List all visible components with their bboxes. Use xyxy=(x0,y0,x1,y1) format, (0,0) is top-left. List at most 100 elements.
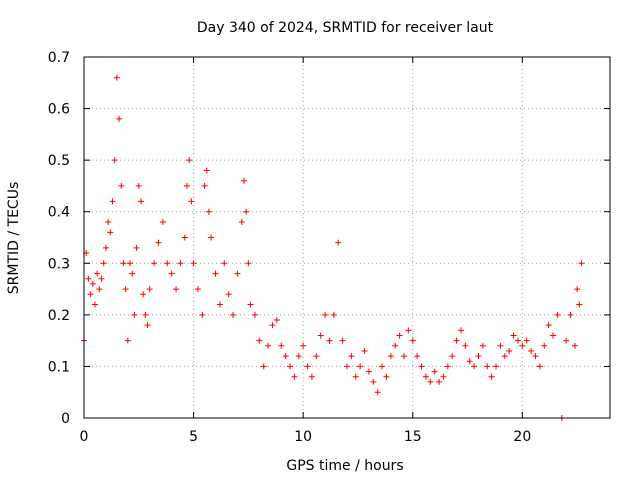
data-point xyxy=(335,239,342,246)
y-axis-label: SRMTID / TECUs xyxy=(6,182,22,295)
data-point xyxy=(541,342,548,349)
data-point xyxy=(550,332,557,339)
data-point xyxy=(554,311,561,318)
data-point xyxy=(177,260,184,267)
grid xyxy=(84,57,610,418)
data-point xyxy=(519,342,526,349)
data-point xyxy=(190,260,197,267)
data-point xyxy=(87,291,94,298)
data-point xyxy=(313,353,320,360)
data-points xyxy=(81,74,585,421)
data-point xyxy=(396,332,403,339)
x-tick-label: 20 xyxy=(513,429,531,445)
data-point xyxy=(488,373,495,380)
data-point xyxy=(392,342,399,349)
data-point xyxy=(348,353,355,360)
data-point xyxy=(240,177,247,184)
data-point xyxy=(245,260,252,267)
data-point xyxy=(536,363,543,370)
data-point xyxy=(497,342,504,349)
data-point xyxy=(563,337,570,344)
data-point xyxy=(462,342,469,349)
y-tick-label: 0.1 xyxy=(48,359,70,375)
data-point xyxy=(184,182,191,189)
data-point xyxy=(352,373,359,380)
data-point xyxy=(506,347,513,354)
data-point xyxy=(116,115,123,122)
data-point xyxy=(118,182,125,189)
data-point xyxy=(173,286,180,293)
data-point xyxy=(308,373,315,380)
y-tick-label: 0 xyxy=(61,411,70,427)
data-point xyxy=(122,286,129,293)
data-point xyxy=(140,291,147,298)
x-axis-ticks: 0 5 10 15 20 xyxy=(80,57,531,445)
data-point xyxy=(422,373,429,380)
data-point xyxy=(475,353,482,360)
data-point xyxy=(201,182,208,189)
data-point xyxy=(414,353,421,360)
data-point xyxy=(287,363,294,370)
data-point xyxy=(344,363,350,370)
data-point xyxy=(243,208,250,215)
data-point xyxy=(155,239,162,246)
data-point xyxy=(523,337,530,344)
data-point xyxy=(124,337,131,344)
data-point xyxy=(574,286,581,293)
x-tick-label: 10 xyxy=(294,429,312,445)
data-point xyxy=(105,219,112,226)
data-point xyxy=(194,286,201,293)
data-point xyxy=(100,260,107,267)
data-point xyxy=(493,363,500,370)
y-tick-label: 0.3 xyxy=(48,256,70,272)
y-tick-label: 0.7 xyxy=(48,50,70,66)
data-point xyxy=(212,270,219,277)
data-point xyxy=(501,353,508,360)
data-point xyxy=(374,389,381,396)
data-point xyxy=(479,342,486,349)
data-point xyxy=(576,301,583,308)
data-point xyxy=(514,337,521,344)
data-point xyxy=(205,208,212,215)
x-tick-label: 15 xyxy=(404,429,422,445)
data-point xyxy=(357,363,364,370)
data-point xyxy=(85,275,92,282)
data-point xyxy=(142,311,149,318)
data-point xyxy=(256,337,263,344)
data-point xyxy=(418,363,425,370)
data-point xyxy=(436,378,443,385)
data-point xyxy=(383,373,390,380)
data-point xyxy=(208,234,215,241)
data-point xyxy=(265,342,272,349)
data-point xyxy=(449,353,456,360)
data-point xyxy=(567,311,574,318)
data-point xyxy=(278,342,285,349)
data-point xyxy=(230,311,237,318)
data-point xyxy=(144,322,151,329)
data-point xyxy=(365,368,372,375)
data-point xyxy=(234,270,241,277)
data-point xyxy=(203,167,210,174)
data-point xyxy=(330,311,337,318)
data-point xyxy=(282,353,289,360)
data-point xyxy=(120,260,127,267)
data-point xyxy=(94,270,101,277)
data-point xyxy=(168,270,175,277)
data-point xyxy=(370,378,377,385)
data-point xyxy=(186,157,193,164)
data-point xyxy=(238,219,245,226)
data-point xyxy=(387,353,394,360)
data-point xyxy=(225,291,232,298)
x-tick-label: 0 xyxy=(80,429,89,445)
data-point xyxy=(91,301,98,308)
data-point xyxy=(339,337,346,344)
data-point xyxy=(164,260,171,267)
data-point xyxy=(137,198,144,205)
data-point xyxy=(159,219,166,226)
data-point xyxy=(111,157,118,164)
data-point xyxy=(291,373,298,380)
data-point xyxy=(151,260,158,267)
x-axis-label: GPS time / hours xyxy=(286,458,403,474)
data-point xyxy=(571,342,578,349)
data-point xyxy=(247,301,254,308)
